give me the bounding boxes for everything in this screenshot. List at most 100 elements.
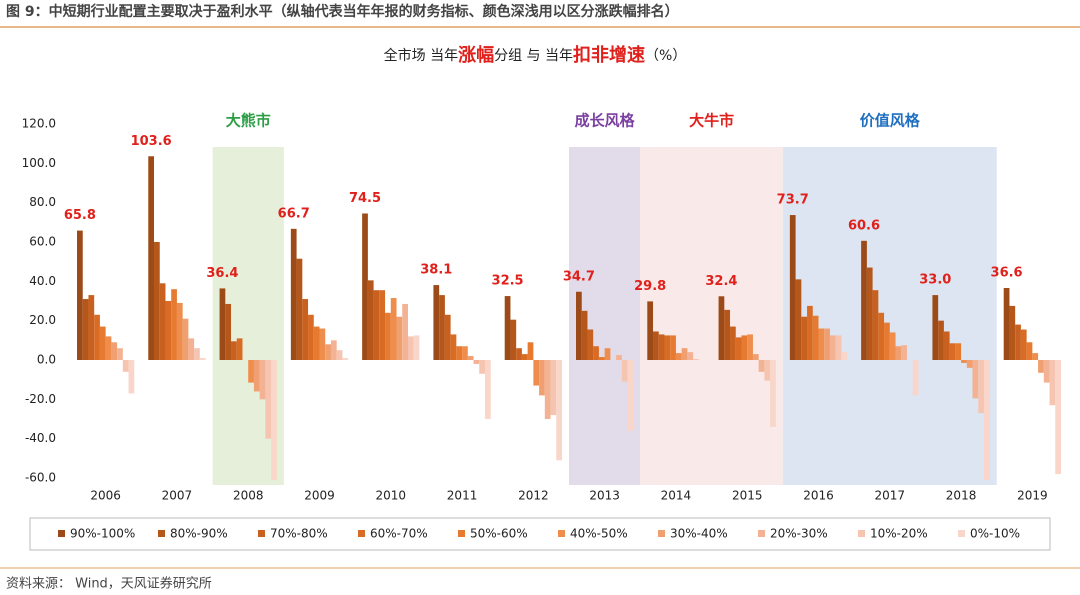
bar (576, 291, 582, 360)
bar (1038, 360, 1044, 373)
bar (444, 314, 451, 360)
region-label: 成长风格 (575, 112, 636, 130)
value-label: 36.4 (206, 266, 238, 281)
bar (912, 360, 919, 396)
legend-label: 80%-90% (170, 527, 228, 541)
y-tick-label: 80.0 (29, 195, 56, 209)
bar (878, 312, 885, 360)
bar (94, 314, 100, 360)
y-tick-label: 100.0 (22, 156, 56, 170)
bar (413, 335, 420, 360)
bar (396, 316, 403, 360)
bar (829, 335, 836, 360)
value-label: 74.5 (349, 191, 381, 206)
x-tick-label: 2014 (661, 489, 692, 503)
x-tick-label: 2016 (803, 489, 834, 503)
bar (1032, 353, 1039, 360)
bar (504, 296, 511, 360)
legend-swatch (558, 530, 565, 537)
bar (473, 360, 480, 364)
bar (730, 326, 736, 360)
bar (379, 290, 386, 360)
bar (105, 336, 112, 360)
bar (433, 285, 440, 360)
bar (604, 348, 611, 360)
y-tick-label: -20.0 (25, 392, 56, 406)
bar (308, 314, 314, 360)
bar (521, 354, 528, 360)
x-tick-label: 2010 (376, 489, 407, 503)
legend-label: 60%-70% (370, 527, 428, 541)
bar (1003, 288, 1010, 360)
bar (219, 288, 226, 360)
bar (961, 360, 967, 363)
bar (225, 303, 232, 360)
bar (556, 360, 562, 461)
bar (539, 360, 545, 396)
bar (938, 320, 944, 360)
bar (889, 332, 896, 360)
bar (621, 360, 628, 382)
legend-swatch (758, 530, 765, 537)
bar (818, 328, 825, 360)
bar (824, 328, 830, 360)
value-label: 34.7 (563, 269, 595, 284)
bar (111, 342, 118, 360)
legend-label: 40%-50% (570, 527, 628, 541)
bar (966, 360, 973, 368)
title-part: 扣非增速 (573, 44, 645, 66)
bar (248, 360, 254, 383)
bar (955, 343, 962, 360)
bar (741, 335, 748, 360)
bar (194, 348, 200, 360)
bar (253, 360, 260, 392)
bar (182, 318, 189, 360)
y-tick-label: -60.0 (25, 471, 56, 485)
bar (812, 315, 819, 360)
bar (972, 360, 979, 399)
bar (544, 360, 551, 419)
x-tick-label: 2007 (162, 489, 193, 503)
bar (693, 359, 699, 360)
bar (681, 348, 688, 360)
value-label: 29.8 (634, 279, 666, 294)
legend-swatch (58, 530, 65, 537)
bar (128, 360, 135, 394)
bar (450, 334, 457, 360)
bar (593, 346, 599, 360)
bar (390, 298, 397, 360)
bar (835, 335, 842, 360)
bar (462, 346, 468, 360)
bar (758, 360, 765, 372)
legend-swatch (258, 530, 265, 537)
bar (884, 322, 890, 360)
title-part: （%） (645, 48, 686, 64)
x-tick-label: 2008 (233, 489, 264, 503)
bar (718, 296, 725, 360)
bar (319, 328, 326, 360)
legend-swatch (458, 530, 465, 537)
bar (313, 326, 320, 360)
bar (670, 335, 676, 360)
bar (795, 279, 802, 360)
value-label: 36.6 (991, 266, 1023, 281)
bar (735, 337, 742, 360)
bar (148, 156, 155, 360)
bar (117, 348, 123, 360)
bar (484, 360, 491, 419)
bar (325, 344, 331, 360)
bar (88, 295, 95, 360)
value-label: 32.5 (492, 274, 524, 289)
bar (342, 358, 349, 360)
legend-label: 10%-20% (870, 527, 928, 541)
bar (373, 290, 380, 360)
bar (1015, 324, 1021, 360)
x-tick-label: 2012 (518, 489, 549, 503)
legend-label: 20%-30% (770, 527, 828, 541)
bar (581, 310, 588, 360)
bar (159, 283, 166, 360)
bar (236, 338, 243, 360)
x-tick-label: 2006 (90, 489, 121, 503)
bar (439, 295, 445, 360)
